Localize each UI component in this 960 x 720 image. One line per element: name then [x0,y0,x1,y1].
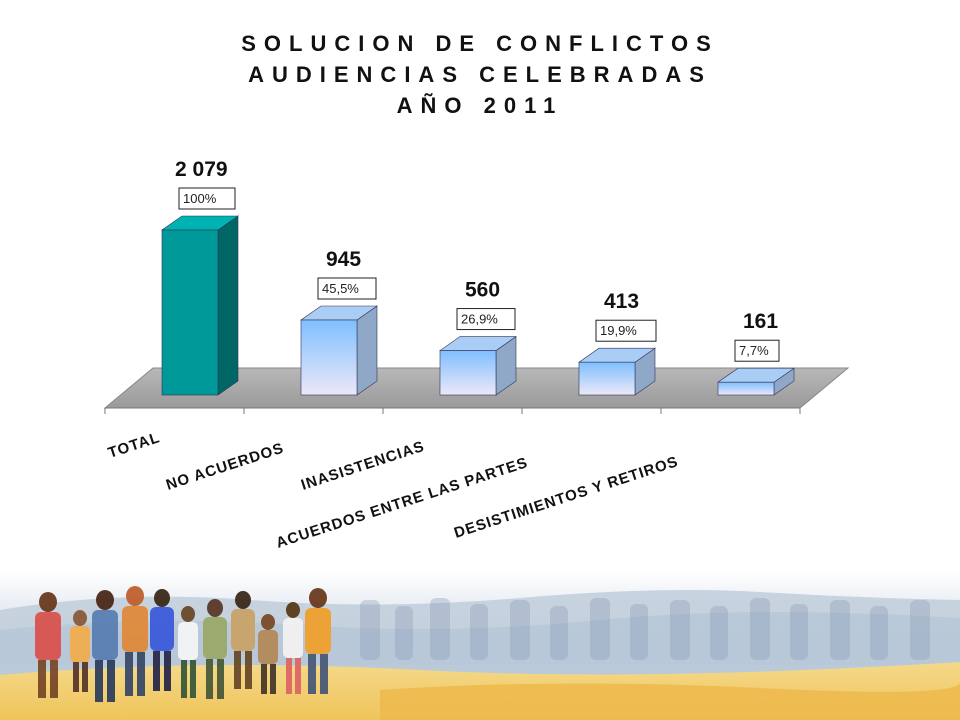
percent-label-4: 19,9% [595,319,657,342]
value-label-1: 2 079 [175,158,228,181]
title-line-2: AUDIENCIAS CELEBRADAS [248,62,712,87]
percent-label-text: 26,9% [461,312,498,327]
percent-label-box [595,319,657,342]
chart-title: SOLUCION DE CONFLICTOS AUDIENCIAS CELEBR… [0,28,960,121]
bar-side [356,305,378,396]
percent-label-text: 100% [183,191,217,206]
footer-people-illustration [0,570,960,720]
people-illustration-art [0,570,960,720]
bar-chart: 100% 2 079 45,5% 945 26,9% 560 19,9% 413 7,7% 161… [103,158,850,552]
percent-label-1: 100% [178,187,236,210]
bar-side [217,215,239,396]
value-label-2: 945 [326,248,361,271]
category-label-4: ACUERDOS ENTRE LAS PARTES [274,454,530,552]
bar-3 [439,335,517,396]
category-label-2: NO ACUERDOS [164,440,286,494]
title-line-3: AÑO 2011 [396,93,564,118]
bar-front [578,361,636,396]
data-labels: 100% 2 079 45,5% 945 26,9% 560 19,9% 413 7,7% 161 [175,158,780,362]
bar-1 [161,215,239,396]
percent-label-box [456,308,516,331]
category-label-3: INASISTENCIAS [299,438,427,494]
value-label-4: 413 [604,290,639,313]
percent-label-2: 45,5% [317,277,377,300]
percent-label-text: 7,7% [739,343,769,358]
bar-front [439,350,497,396]
percent-label-box [178,187,236,210]
percent-label-3: 26,9% [456,308,516,331]
percent-label-box [317,277,377,300]
bar-5 [717,367,795,396]
bar-front [161,229,219,396]
bar-front [717,381,775,396]
percent-label-text: 19,9% [600,323,637,338]
value-label-5: 161 [743,310,778,333]
bar-2 [300,305,378,396]
bar-front [300,319,358,396]
value-label-3: 560 [465,279,500,302]
percent-label-box [734,339,780,362]
bars [161,215,795,396]
percent-label-text: 45,5% [322,281,359,296]
category-label-1: TOTAL [106,429,162,462]
percent-label-5: 7,7% [734,339,780,362]
bar-4 [578,347,656,396]
title-line-1: SOLUCION DE CONFLICTOS [241,31,719,56]
